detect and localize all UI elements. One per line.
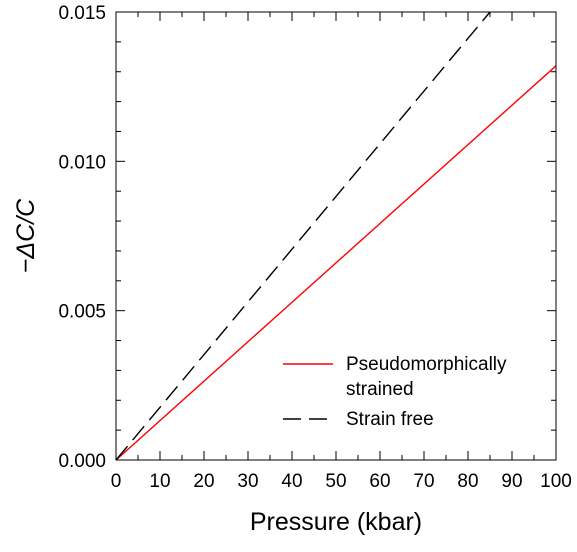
series-line-1 [115, 11, 491, 461]
series-lines [115, 11, 557, 461]
series-line-0 [115, 65, 557, 461]
legend-label-1: Strain free [346, 409, 434, 430]
x-tick-label: 80 [457, 471, 478, 492]
x-tick-label: 60 [369, 471, 390, 492]
y-tick-label: 0.000 [58, 451, 106, 472]
y-tick-label: 0.005 [58, 302, 106, 323]
x-tick-label: 20 [193, 471, 214, 492]
x-axis-title: Pressure (kbar) [250, 508, 422, 536]
x-tick-label: 40 [281, 471, 302, 492]
legend: Pseudomorphically strained Strain free [283, 354, 507, 430]
plot-frame [115, 11, 557, 461]
legend-label-0: Pseudomorphically [346, 354, 507, 375]
x-tick-label: 0 [111, 471, 122, 492]
x-tick-label: 90 [501, 471, 522, 492]
x-axis-ticks: 0 10 20 30 40 50 60 70 80 90 100 [111, 12, 572, 492]
x-tick-label: 70 [413, 471, 434, 492]
y-tick-label: 0.010 [58, 152, 106, 173]
x-tick-label: 10 [149, 471, 170, 492]
y-axis-ticks: 0.000 0.005 0.010 0.015 [58, 3, 556, 472]
x-tick-label: 50 [325, 471, 346, 492]
y-tick-label: 0.015 [58, 3, 106, 24]
y-axis-title: −ΔC/C [12, 198, 40, 273]
legend-label-0: strained [346, 379, 414, 400]
x-tick-label: 100 [540, 471, 572, 492]
x-tick-label: 30 [237, 471, 258, 492]
